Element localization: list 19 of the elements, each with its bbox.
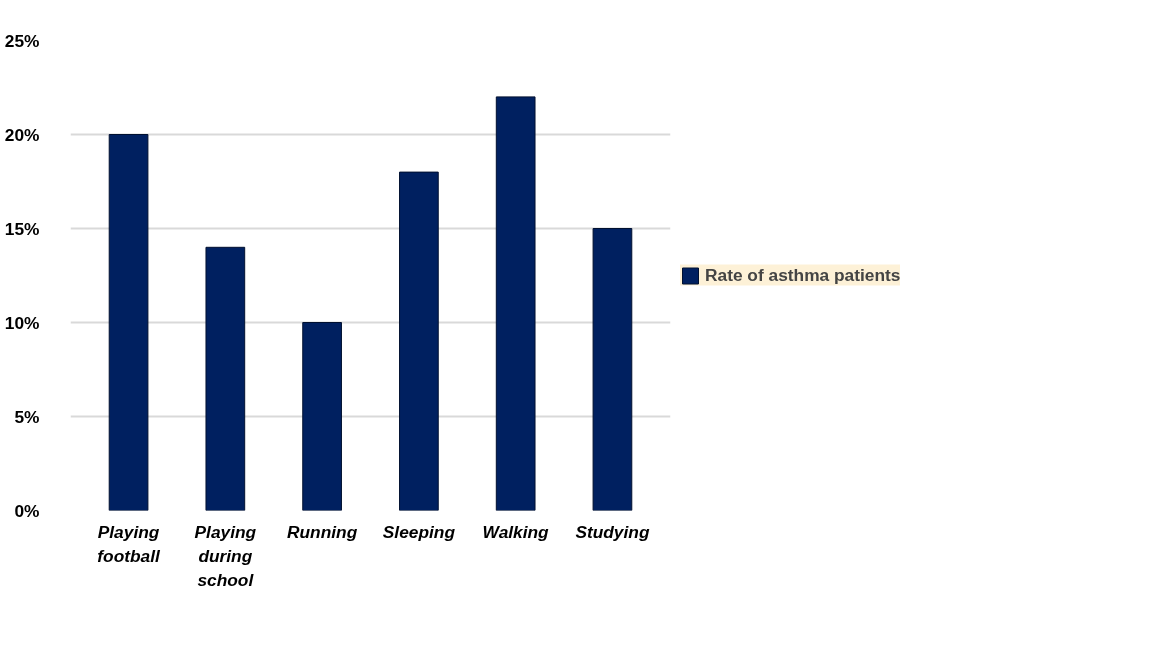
y-tick-label: 25%	[4, 30, 40, 51]
bar	[108, 134, 149, 511]
x-tick-label: Playing during school	[194, 521, 257, 590]
bar	[495, 96, 536, 511]
x-tick-label: Studying	[575, 521, 650, 542]
bar	[302, 322, 342, 511]
y-tick-label: 5%	[14, 406, 40, 427]
bar	[592, 228, 633, 511]
bar	[205, 246, 246, 511]
y-tick-label: 0%	[14, 500, 40, 521]
y-tick-label: 10%	[4, 312, 40, 333]
y-tick-label: 20%	[4, 124, 40, 145]
bar	[399, 171, 439, 511]
x-tick-label: Walking	[482, 521, 550, 542]
x-tick-label: Sleeping	[382, 521, 456, 542]
x-tick-label: Playing football	[97, 521, 162, 566]
y-tick-label: 15%	[4, 218, 40, 239]
x-tick-label: Running	[286, 521, 358, 542]
legend-label: Rate of asthma patients	[705, 264, 901, 286]
